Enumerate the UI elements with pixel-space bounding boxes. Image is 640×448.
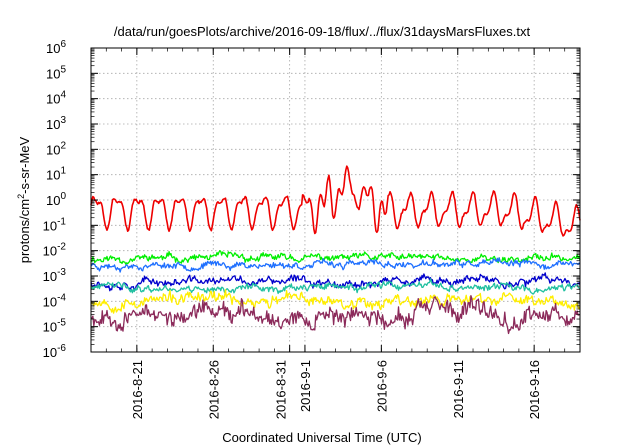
x-tick-label: 2016-8-21 xyxy=(130,360,145,419)
y-tick-labels: 10-6 10-5 10-4 10-3 10-2 10-1 100 101 102 103 104 1… xyxy=(43,39,67,360)
y-tick-label: 10-2 xyxy=(43,242,67,259)
y-axis-label: protons/cm2-s-sr-MeV xyxy=(16,136,32,263)
series-line xyxy=(90,165,581,237)
x-tick-label: 2016-9-11 xyxy=(451,360,466,418)
y-tick-label: 104 xyxy=(46,90,66,107)
tick-marks xyxy=(91,47,580,353)
x-tick-label: 2016-8-31 xyxy=(274,360,289,419)
y-axis-label-exponent: 2 xyxy=(16,194,26,199)
y-axis-label-rest: -s-sr-MeV xyxy=(17,136,32,193)
series-line xyxy=(90,289,581,314)
x-tick-label: 2016-9-6 xyxy=(374,360,389,412)
y-tick-label: 101 xyxy=(46,166,66,183)
x-tick-label: 2016-9-1 xyxy=(298,360,313,412)
y-tick-label: 105 xyxy=(46,64,66,81)
x-tick-label: 2016-9-16 xyxy=(527,360,542,419)
y-axis-label-main: protons/cm xyxy=(17,199,32,263)
y-tick-label: 103 xyxy=(46,115,66,132)
y-tick-label: 10-6 xyxy=(43,343,67,360)
series-line xyxy=(90,257,581,273)
y-tick-label: 106 xyxy=(46,39,66,56)
y-tick-label: 10-3 xyxy=(43,267,67,284)
x-tick-labels: 2016-8-21 2016-8-26 2016-8-31 2016-9-1 2016-… xyxy=(130,360,542,419)
chart-title: /data/run/goesPlots/archive/2016-09-18/f… xyxy=(114,24,531,39)
series-line xyxy=(90,278,581,295)
y-tick-label: 100 xyxy=(46,191,66,208)
series-layer xyxy=(90,165,581,335)
y-tick-label: 10-5 xyxy=(43,318,67,335)
y-tick-label: 102 xyxy=(46,140,66,157)
y-tick-label: 10-1 xyxy=(43,216,67,233)
y-tick-label: 10-4 xyxy=(43,292,67,309)
x-tick-label: 2016-8-26 xyxy=(206,360,221,419)
x-axis-label: Coordinated Universal Time (UTC) xyxy=(222,430,421,445)
series-line xyxy=(90,295,581,335)
grid-lines xyxy=(91,48,580,352)
series-line xyxy=(90,249,581,265)
